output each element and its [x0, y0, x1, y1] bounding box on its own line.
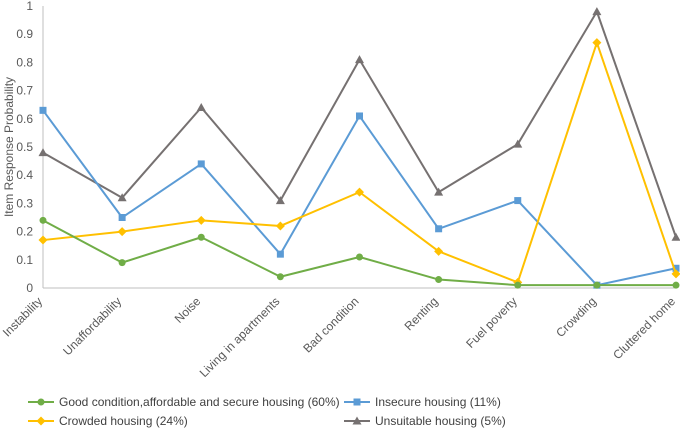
data-point	[39, 106, 47, 114]
data-point	[197, 233, 205, 241]
data-point	[434, 246, 444, 256]
data-point	[197, 160, 205, 168]
y-tick-label: 0.2	[16, 225, 33, 239]
x-tick-label: Fuel poverty	[463, 294, 520, 351]
data-point	[275, 196, 285, 205]
x-tick-label: Instability	[0, 294, 45, 339]
legend-label: Crowded housing (24%)	[59, 414, 188, 428]
data-point	[276, 273, 284, 281]
x-tick-label: Noise	[172, 294, 204, 326]
data-point	[513, 139, 523, 148]
series-1	[39, 216, 680, 289]
x-tick-label: Renting	[402, 294, 441, 333]
data-point	[672, 264, 680, 272]
legend-label: Insecure housing (11%)	[375, 395, 501, 409]
legend-label: Unsuitable housing (5%)	[375, 414, 506, 428]
x-tick-label: Bad condition	[300, 294, 361, 355]
data-point	[356, 253, 363, 261]
data-point	[514, 197, 522, 205]
data-point	[671, 232, 680, 241]
y-tick-label: 0.7	[16, 84, 33, 98]
series-line	[42, 41, 677, 284]
data-point	[118, 259, 126, 267]
data-point	[356, 112, 363, 120]
data-point	[196, 103, 206, 112]
legend-marker	[36, 416, 46, 426]
x-tick-label: Living in apartments	[197, 294, 283, 380]
y-tick-label: 0.1	[16, 253, 33, 267]
x-tick-label: Cluttered home	[610, 294, 678, 362]
x-tick-label: Unaffordability	[60, 294, 124, 358]
series-2	[39, 106, 680, 289]
y-tick-label: 0	[26, 281, 33, 295]
legend-marker	[37, 398, 45, 406]
y-axis-title: Item Response Probability	[2, 77, 16, 217]
data-point	[276, 250, 284, 258]
data-point	[196, 215, 206, 225]
legend-item: Good condition,affordable and secure hou…	[28, 395, 340, 409]
y-tick-label: 1	[26, 0, 33, 13]
chart-series	[38, 7, 680, 289]
y-tick-label: 0.6	[16, 112, 33, 126]
series-line	[42, 10, 677, 238]
y-tick-label: 0.8	[16, 55, 33, 69]
y-tick-label: 0.4	[16, 168, 33, 182]
y-tick-label: 0.3	[16, 196, 33, 210]
data-point	[671, 269, 680, 279]
data-point	[275, 221, 285, 231]
series-3	[38, 38, 680, 287]
data-point	[592, 7, 602, 16]
data-point	[38, 148, 48, 157]
data-point	[672, 281, 680, 289]
y-tick-label: 0.5	[16, 140, 33, 154]
data-point	[355, 187, 364, 197]
legend-item: Insecure housing (11%)	[344, 395, 501, 409]
data-point	[435, 225, 443, 233]
data-point	[593, 281, 601, 289]
legend-label: Good condition,affordable and secure hou…	[59, 395, 340, 409]
y-tick-label: 0.9	[16, 27, 33, 41]
data-point	[38, 235, 48, 245]
series-4	[38, 7, 680, 241]
data-point	[435, 276, 443, 284]
legend-marker	[352, 416, 362, 425]
legend-item: Crowded housing (24%)	[28, 414, 188, 428]
y-axis-ticks: 0 0.1 0.2 0.3 0.4 0.5 0.6 0.7 0.8 0.9 1	[16, 0, 33, 295]
data-point	[117, 193, 127, 202]
data-point	[118, 214, 126, 221]
data-point	[39, 216, 47, 224]
data-point	[592, 38, 602, 48]
data-point	[434, 187, 444, 196]
data-point	[514, 281, 522, 289]
x-tick-label: Crowding	[553, 294, 599, 340]
chart-legend: Good condition,affordable and secure hou…	[28, 395, 506, 428]
legend-item: Unsuitable housing (5%)	[344, 414, 506, 428]
data-point	[117, 227, 127, 237]
legend-marker	[353, 398, 361, 406]
chart-axes	[42, 6, 676, 289]
data-point	[355, 55, 364, 64]
